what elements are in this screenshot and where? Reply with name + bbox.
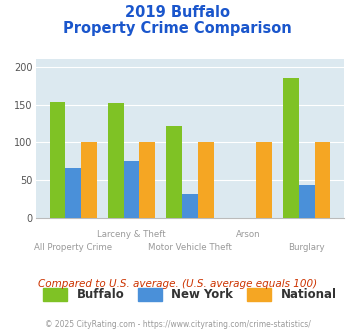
Bar (198, 142, 214, 218)
Text: Motor Vehicle Theft: Motor Vehicle Theft (148, 243, 232, 252)
Bar (256, 142, 272, 218)
Bar (81, 142, 97, 218)
Bar (299, 185, 315, 218)
Bar (50, 102, 65, 218)
Bar (124, 161, 140, 218)
Text: Burglary: Burglary (288, 243, 325, 252)
Text: Larceny & Theft: Larceny & Theft (97, 230, 166, 240)
Text: Compared to U.S. average. (U.S. average equals 100): Compared to U.S. average. (U.S. average … (38, 279, 317, 289)
Bar (283, 78, 299, 218)
Bar (166, 126, 182, 218)
Bar (140, 142, 155, 218)
Text: 2019 Buffalo: 2019 Buffalo (125, 5, 230, 20)
Text: Property Crime Comparison: Property Crime Comparison (63, 21, 292, 36)
Bar (108, 103, 124, 218)
Bar (315, 142, 330, 218)
Bar (182, 194, 198, 218)
Bar (65, 168, 81, 218)
Text: All Property Crime: All Property Crime (34, 243, 112, 252)
Text: Arson: Arson (236, 230, 261, 240)
Text: © 2025 CityRating.com - https://www.cityrating.com/crime-statistics/: © 2025 CityRating.com - https://www.city… (45, 320, 310, 329)
Legend: Buffalo, New York, National: Buffalo, New York, National (38, 282, 342, 307)
